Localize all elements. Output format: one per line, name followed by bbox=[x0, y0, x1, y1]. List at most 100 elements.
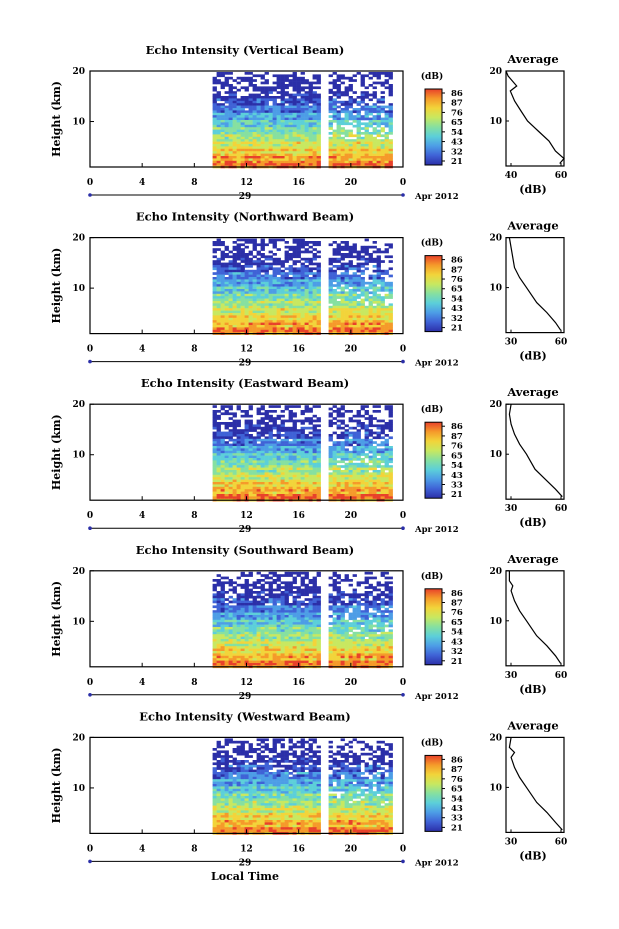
heatmap-cell bbox=[228, 129, 233, 133]
heatmap-cell bbox=[288, 329, 293, 333]
heatmap-cell bbox=[304, 586, 309, 589]
heatmap-cell bbox=[232, 146, 237, 150]
heatmap-cell bbox=[236, 491, 241, 495]
heatmap-cell bbox=[336, 453, 341, 456]
heatmap-cell bbox=[352, 462, 357, 466]
heatmap-cell bbox=[224, 132, 229, 135]
heatmap-cell bbox=[368, 151, 373, 154]
heatmap-cell bbox=[356, 422, 361, 425]
heatmap-cell bbox=[212, 277, 217, 280]
heatmap-cell bbox=[364, 91, 369, 94]
heatmap-cell bbox=[288, 429, 293, 432]
heatmap-cell bbox=[216, 151, 221, 154]
heatmap-cell bbox=[236, 610, 241, 613]
heatmap-cell bbox=[316, 289, 321, 292]
heatmap-cell bbox=[312, 139, 317, 142]
heatmap-cell bbox=[236, 436, 241, 440]
heatmap-cell bbox=[380, 419, 385, 423]
heatmap-cell bbox=[348, 76, 353, 80]
heatmap-cell bbox=[276, 134, 281, 138]
heatmap-cell bbox=[336, 281, 341, 285]
heatmap-cell bbox=[256, 465, 261, 468]
heatmap-cell bbox=[284, 79, 289, 82]
heatmap-cell bbox=[240, 486, 245, 490]
heatmap-cell bbox=[280, 103, 285, 106]
heatmap-cell bbox=[328, 462, 333, 466]
heatmap-cell bbox=[312, 484, 317, 488]
heatmap-cell bbox=[316, 441, 321, 444]
heatmap-cell bbox=[332, 305, 337, 309]
heatmap-cell bbox=[380, 494, 385, 497]
heatmap-cell bbox=[268, 132, 273, 135]
heatmap-cell bbox=[312, 305, 317, 309]
heatmap-cell bbox=[284, 122, 289, 126]
heatmap-cell bbox=[328, 448, 333, 452]
heatmap-cell bbox=[304, 103, 309, 106]
heatmap-cell bbox=[272, 144, 277, 147]
heatmap-cell bbox=[244, 72, 249, 75]
heatmap-cell bbox=[212, 460, 217, 464]
heatmap-cell bbox=[340, 91, 345, 94]
heatmap-cell bbox=[316, 424, 321, 428]
heatmap-cell bbox=[232, 255, 237, 259]
heatmap-cell bbox=[356, 163, 361, 166]
heatmap-cell bbox=[300, 410, 305, 413]
heatmap-cell bbox=[256, 462, 261, 466]
heatmap-cell bbox=[304, 293, 309, 297]
heatmap-cell bbox=[368, 303, 373, 307]
heatmap-cell bbox=[304, 284, 309, 287]
heatmap-cell bbox=[272, 151, 277, 154]
heatmap-cell bbox=[296, 79, 301, 82]
heatmap-cell bbox=[224, 98, 229, 102]
heatmap-cell bbox=[232, 139, 237, 142]
heatmap-cell bbox=[280, 265, 285, 268]
heatmap-cell bbox=[288, 253, 293, 256]
heatmap-cell bbox=[348, 434, 353, 437]
heatmap-cell bbox=[268, 120, 273, 123]
heatmap-cell bbox=[284, 156, 289, 159]
heatmap-cell bbox=[332, 571, 337, 575]
heatmap-cell bbox=[220, 293, 225, 297]
heatmap-cell bbox=[340, 458, 345, 461]
heatmap-cell bbox=[332, 163, 337, 166]
heatmap-cell bbox=[264, 576, 269, 580]
heatmap-cell bbox=[336, 310, 341, 314]
heatmap-cell bbox=[212, 141, 217, 145]
heatmap-cell bbox=[328, 477, 333, 480]
heatmap-cell bbox=[380, 148, 385, 152]
heatmap-cell bbox=[364, 405, 369, 408]
heatmap-cell bbox=[284, 86, 289, 90]
heatmap-cell bbox=[356, 329, 361, 333]
heatmap-cell bbox=[252, 238, 257, 242]
heatmap-cell bbox=[308, 441, 313, 444]
heatmap-cell bbox=[360, 610, 365, 613]
heatmap-cell bbox=[264, 322, 269, 326]
heatmap-cell bbox=[344, 156, 349, 159]
heatmap-cell bbox=[304, 583, 309, 587]
heatmap-cell bbox=[224, 607, 229, 611]
heatmap-cell bbox=[288, 153, 293, 157]
heatmap-cell bbox=[232, 284, 237, 287]
heatmap-cell bbox=[288, 139, 293, 142]
heatmap-cell bbox=[272, 129, 277, 133]
heatmap-cell bbox=[292, 136, 297, 140]
heatmap-cell bbox=[344, 269, 349, 273]
heatmap-cell bbox=[220, 441, 225, 444]
heatmap-cell bbox=[220, 153, 225, 157]
heatmap-cell bbox=[300, 603, 305, 606]
heatmap-cell bbox=[356, 301, 361, 304]
heatmap-cell bbox=[356, 458, 361, 461]
heatmap-cell bbox=[236, 474, 241, 478]
heatmap-cell bbox=[380, 486, 385, 490]
heatmap-cell bbox=[352, 489, 357, 492]
heatmap-cell bbox=[372, 139, 377, 142]
heatmap-cell bbox=[372, 241, 377, 244]
heatmap-cell bbox=[232, 317, 237, 321]
heatmap-cell bbox=[292, 286, 297, 290]
heatmap-cell bbox=[316, 419, 321, 423]
heatmap-cell bbox=[240, 438, 245, 442]
heatmap-cell bbox=[316, 279, 321, 283]
heatmap-cell bbox=[296, 132, 301, 135]
heatmap-cell bbox=[212, 410, 217, 413]
heatmap-cell bbox=[388, 74, 393, 78]
